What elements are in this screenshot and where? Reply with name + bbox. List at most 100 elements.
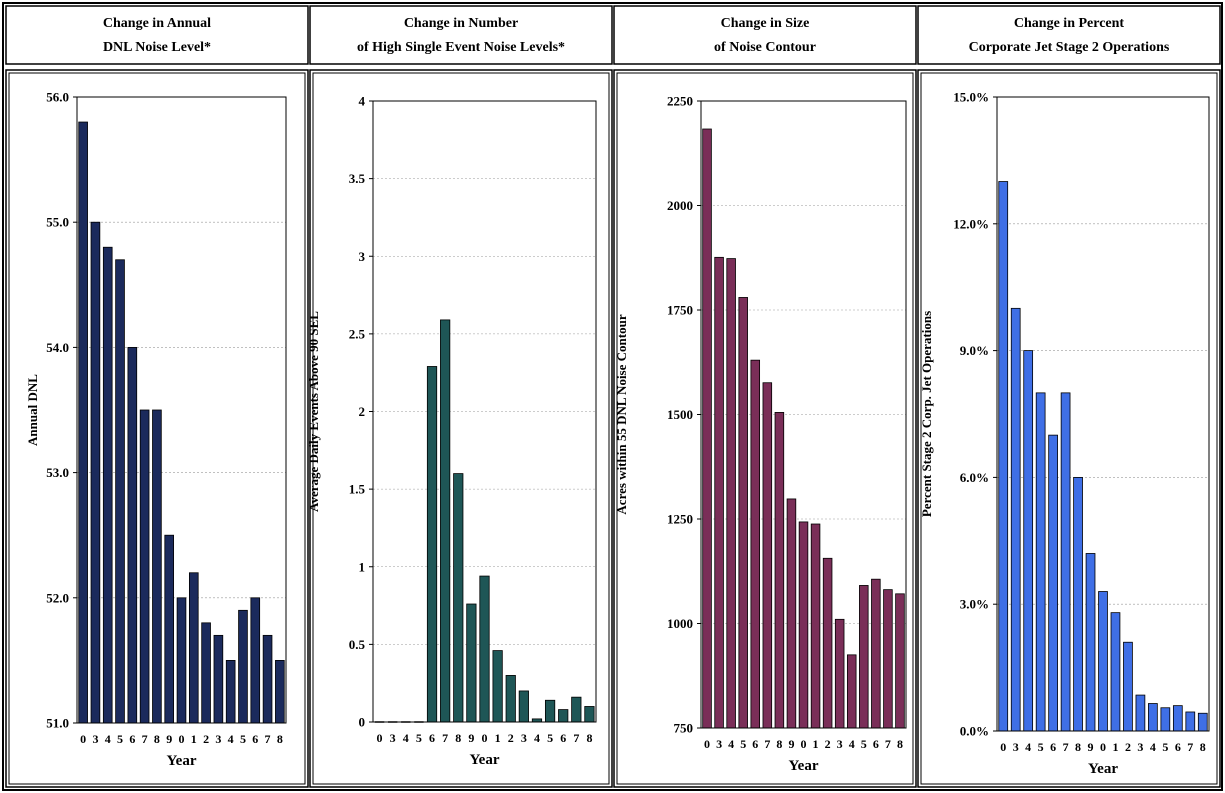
y-tick-label: 1000	[667, 616, 693, 631]
x-tick-label: 6	[1050, 740, 1056, 754]
x-tick-label: 8	[277, 732, 283, 746]
chart-cell-border	[5, 69, 309, 788]
y-tick-label: 2	[359, 404, 366, 419]
x-tick-label: 1	[813, 737, 819, 751]
bar	[90, 221, 101, 724]
x-tick-label: 5	[740, 737, 746, 751]
x-tick-label: 1	[1112, 740, 1118, 754]
bar	[518, 690, 529, 723]
x-tick-label: 2	[1125, 740, 1131, 754]
bar	[139, 409, 150, 724]
x-tick-label: 5	[861, 737, 867, 751]
bar	[1098, 591, 1108, 732]
x-tick-label: 1	[191, 732, 197, 746]
y-tick-label: 1750	[667, 303, 693, 318]
y-tick-label: 1.5	[349, 482, 366, 497]
y-axis-title: Average Daily Events Above 90 SEL	[306, 311, 321, 512]
y-tick-label: 51.0	[46, 716, 69, 731]
x-tick-label: 4	[534, 731, 540, 745]
x-tick-label: 7	[142, 732, 148, 746]
x-axis-title: Year	[470, 752, 500, 768]
x-tick-label: 7	[265, 732, 271, 746]
y-tick-label: 2000	[667, 198, 693, 213]
y-axis-title: Annual DNL	[25, 374, 40, 446]
bar	[115, 259, 125, 724]
x-tick-label: 6	[752, 737, 758, 751]
bar	[176, 597, 187, 724]
bar	[859, 585, 869, 729]
x-tick-label: 4	[1025, 740, 1031, 754]
bar	[786, 498, 797, 729]
y-tick-label: 0	[359, 715, 366, 730]
bar	[1060, 392, 1071, 732]
x-tick-label: 7	[885, 737, 891, 751]
chart-panel-1: Change in Annual DNL Noise Level* 51.0 52.0…	[5, 5, 309, 788]
plot-area	[372, 100, 597, 723]
x-tick-label: 3	[837, 737, 843, 751]
bar	[998, 181, 1009, 732]
x-tick-label: 1	[495, 731, 501, 745]
bar	[798, 521, 809, 729]
x-tick-label: 9	[166, 732, 172, 746]
bar	[102, 246, 113, 724]
y-tick-label: 54.0	[46, 340, 69, 355]
bar	[584, 706, 595, 723]
y-tick-label: 55.0	[46, 215, 69, 230]
y-tick-label: 1250	[667, 512, 693, 527]
bar	[1197, 712, 1208, 732]
bar	[250, 597, 261, 724]
bar	[78, 121, 88, 724]
bar	[1085, 553, 1096, 732]
bar	[275, 660, 285, 724]
bar	[558, 709, 569, 723]
x-tick-label: 3	[521, 731, 527, 745]
bar	[1048, 434, 1058, 732]
chart-cell-inner-border	[312, 72, 610, 785]
y-tick-label: 1500	[667, 407, 693, 422]
bar	[1172, 705, 1183, 732]
bar	[225, 660, 236, 724]
plot-area	[700, 100, 907, 729]
y-tick-label: 2.5	[349, 326, 366, 341]
x-tick-label: 0	[377, 731, 383, 745]
bar	[571, 696, 582, 723]
x-tick-label: 7	[764, 737, 770, 751]
x-tick-label: 8	[897, 737, 903, 751]
header-cell	[5, 5, 309, 65]
bar	[544, 699, 556, 723]
x-tick-label: 8	[776, 737, 782, 751]
x-tick-label: 2	[508, 731, 514, 745]
y-tick-label: 0.0%	[960, 724, 989, 739]
bar	[1185, 711, 1196, 732]
header-line-1: Change in Number	[404, 16, 518, 31]
y-axis-title: Percent Stage 2 Corp. Jet Operations	[919, 311, 934, 517]
bar	[453, 473, 464, 723]
bar	[895, 593, 905, 729]
x-tick-label: 3	[215, 732, 221, 746]
y-tick-label: 1	[359, 559, 366, 574]
y-tick-label: 4	[359, 94, 366, 109]
plot-area	[76, 96, 287, 724]
bar	[127, 346, 138, 724]
bar	[440, 319, 451, 723]
x-tick-label: 9	[468, 731, 474, 745]
bar	[479, 575, 490, 723]
bar	[750, 359, 761, 729]
bar	[164, 534, 175, 724]
x-tick-label: 0	[704, 737, 710, 751]
header-line-2: of High Single Event Noise Levels*	[357, 40, 565, 55]
chart-panel-4: Change in Percent Corporate Jet Stage 2 O…	[917, 5, 1221, 788]
y-tick-label: 3.5	[349, 171, 366, 186]
y-tick-label: 53.0	[46, 465, 69, 480]
x-tick-label: 3	[1013, 740, 1019, 754]
bar	[846, 654, 857, 729]
x-tick-label: 5	[240, 732, 246, 746]
header-line-2: of Noise Contour	[714, 40, 816, 55]
x-tick-label: 7	[442, 731, 448, 745]
x-tick-label: 4	[1150, 740, 1156, 754]
y-tick-label: 2250	[667, 94, 693, 109]
bar	[714, 256, 724, 729]
